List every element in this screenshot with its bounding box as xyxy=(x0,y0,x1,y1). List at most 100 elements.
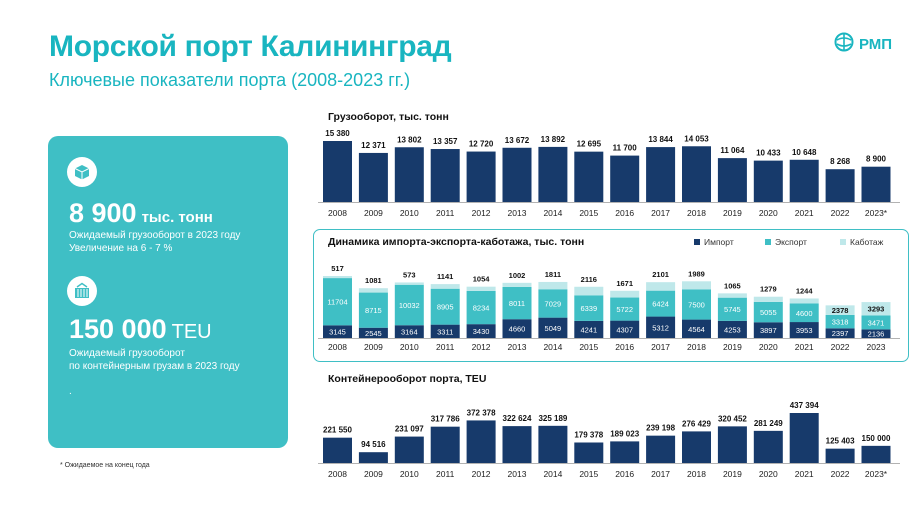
impexp-export-label: 5055 xyxy=(760,308,777,317)
cargo-value-label: 10 648 xyxy=(792,148,817,157)
impexp-import-label: 2397 xyxy=(832,329,849,338)
stat2-note-line1: Ожидаемый грузооборот xyxy=(69,348,185,359)
container-bar xyxy=(323,437,352,463)
legend-import-label: Импорт xyxy=(704,237,734,247)
container-value-label: 320 452 xyxy=(718,414,747,423)
container-bar xyxy=(358,452,388,463)
cargo-bar xyxy=(717,158,747,202)
impexp-bar-cabotage xyxy=(394,282,424,285)
container-bar xyxy=(825,448,855,463)
cargo-year-label: 2008 xyxy=(328,208,347,218)
impexp-chart-title: Динамика импорта-экспорта-каботажа, тыс.… xyxy=(328,236,585,248)
container-bar xyxy=(682,431,711,463)
legend-cabotage: Каботаж xyxy=(840,237,883,247)
stat1-note-line2: Увеличение на 6 - 7 % xyxy=(69,243,173,254)
cargo-year-label: 2012 xyxy=(472,208,491,218)
cargo-value-label: 10 433 xyxy=(756,149,781,158)
impexp-export-label: 3471 xyxy=(868,318,885,327)
cargo-year-label: 2014 xyxy=(543,208,562,218)
cargo-value-label: 14 053 xyxy=(684,134,709,143)
impexp-import-label: 3897 xyxy=(760,326,777,335)
cargo-bar xyxy=(610,155,640,202)
impexp-export-label: 11704 xyxy=(327,298,347,307)
stat2-value: 150 000 xyxy=(69,314,167,344)
impexp-import-label: 3953 xyxy=(796,326,813,335)
cargo-box-icon xyxy=(67,157,97,187)
cargo-year-label: 2020 xyxy=(759,208,778,218)
impexp-bar-export xyxy=(394,284,424,326)
container-bar xyxy=(574,442,604,463)
impexp-bar-export xyxy=(789,303,819,323)
impexp-cabotage-label: 1141 xyxy=(437,272,453,281)
stat1-unit: тыс. тонн xyxy=(141,209,213,226)
container-chart-title: Контейнерооборот порта, TEU xyxy=(328,373,487,385)
cargo-year-label: 2016 xyxy=(615,208,634,218)
impexp-cabotage-label: 1244 xyxy=(796,286,814,295)
container-value-label: 189 023 xyxy=(610,429,639,438)
impexp-bar-import xyxy=(502,319,532,338)
impexp-cabotage-label: 1065 xyxy=(724,281,741,290)
impexp-import-label: 4307 xyxy=(616,325,633,334)
impexp-bar-cabotage xyxy=(502,282,532,287)
impexp-cabotage-label: 1054 xyxy=(473,275,491,284)
impexp-bar-cabotage xyxy=(574,286,604,296)
cargo-year-label: 2021 xyxy=(795,208,814,218)
impexp-bar-export xyxy=(430,288,460,325)
container-year-label: 2010 xyxy=(400,469,419,479)
impexp-import-label: 3311 xyxy=(437,327,453,336)
impexp-bar-export xyxy=(323,278,352,326)
cargo-value-label: 11 064 xyxy=(720,146,745,155)
impexp-bar-import xyxy=(861,329,891,338)
impexp-import-label: 2545 xyxy=(365,329,382,338)
container-year-label: 2021 xyxy=(795,469,814,479)
impexp-year-label: 2010 xyxy=(400,342,419,352)
cargo-bar xyxy=(753,160,783,202)
container-value-label: 221 550 xyxy=(323,426,352,435)
impexp-cabotage-label: 3293 xyxy=(868,305,885,314)
impexp-bar-import xyxy=(753,322,783,338)
cargo-bar xyxy=(682,146,711,202)
cargo-value-label: 15 380 xyxy=(325,129,350,138)
container-value-label: 281 249 xyxy=(754,419,783,428)
impexp-cabotage-label: 1811 xyxy=(545,270,561,279)
legend-export: Экспорт xyxy=(765,237,807,247)
cargo-value-label: 8 900 xyxy=(866,155,887,164)
cargo-year-label: 2023* xyxy=(865,208,888,218)
impexp-bar-cabotage xyxy=(682,281,711,290)
impexp-cabotage-label: 1671 xyxy=(616,279,633,288)
impexp-year-label: 2012 xyxy=(472,342,491,352)
cargo-value-label: 13 844 xyxy=(648,135,673,144)
impexp-import-label: 3430 xyxy=(473,327,490,336)
impexp-export-label: 4600 xyxy=(796,309,813,318)
cargo-bar xyxy=(574,151,604,202)
impexp-import-label: 2136 xyxy=(868,330,885,339)
impexp-year-label: 2014 xyxy=(543,342,562,352)
impexp-export-label: 10032 xyxy=(399,301,420,310)
impexp-bar-import xyxy=(538,317,568,338)
container-bar xyxy=(861,445,891,463)
impexp-bar-cabotage xyxy=(323,276,352,279)
impexp-export-label: 3318 xyxy=(832,318,849,327)
impexp-bar-cabotage xyxy=(646,282,676,291)
container-year-label: 2016 xyxy=(615,469,634,479)
cargo-value-label: 13 892 xyxy=(541,135,566,144)
container-value-label: 325 189 xyxy=(538,414,567,423)
impexp-bar-cabotage xyxy=(538,281,568,290)
cargo-value-label: 13 357 xyxy=(433,137,458,146)
stat1-note: Ожидаемый грузооборот в 2023 году Увелич… xyxy=(69,229,240,255)
cargo-value-label: 12 695 xyxy=(577,140,602,149)
cargo-value-label: 8 268 xyxy=(830,157,851,166)
cargo-bar xyxy=(323,141,352,202)
cargo-year-label: 2018 xyxy=(687,208,706,218)
impexp-bar-cabotage xyxy=(610,290,640,298)
impexp-import-label: 3145 xyxy=(329,328,346,337)
impexp-year-label: 2018 xyxy=(687,342,706,352)
impexp-import-label: 4241 xyxy=(580,325,597,334)
impexp-export-label: 5745 xyxy=(724,305,741,314)
container-value-label: 231 097 xyxy=(395,425,424,434)
container-year-label: 2009 xyxy=(364,469,383,479)
impexp-cabotage-label: 1002 xyxy=(509,271,526,280)
impexp-cabotage-label: 1279 xyxy=(760,285,777,294)
container-bar xyxy=(430,426,460,463)
